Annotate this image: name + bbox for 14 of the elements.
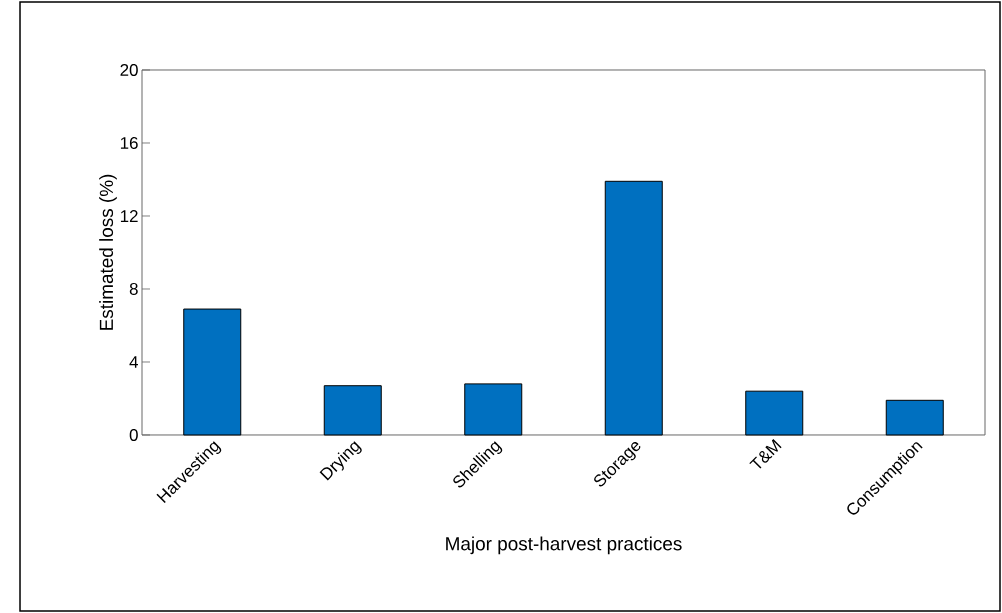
y-axis-title: Estimated loss (%) [99,174,117,330]
bar [323,385,382,436]
y-tick-label: 4 [129,356,138,368]
bar [745,390,804,436]
x-axis-title: Major post-harvest practices [446,536,682,555]
bar [464,383,523,436]
y-tick-label: 0 [129,428,138,441]
bar [885,399,944,436]
y-tick-label: 16 [120,136,138,149]
y-tick-label: 12 [120,210,138,222]
bar [183,308,242,436]
y-tick-label: 8 [129,282,138,295]
y-tick-label: 20 [120,63,138,76]
bar [604,180,663,436]
